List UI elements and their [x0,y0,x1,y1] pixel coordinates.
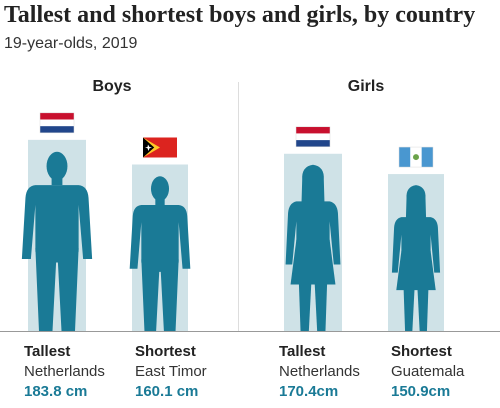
boy-silhouette [129,176,191,331]
caption-country: Guatemala [391,363,465,380]
caption-boys-tallest: Tallest Netherlands 183.8 cm [24,342,154,402]
chart-baseline [0,331,500,332]
panel-label-girls: Girls [347,78,385,95]
caption-country: Netherlands [279,363,360,380]
chart-title: Tallest and shortest boys and girls, by … [4,2,476,28]
girl-silhouette [285,164,341,331]
caption-value: 150.9cm [391,383,451,400]
caption-value: 183.8 cm [24,383,88,400]
girl-silhouette [391,185,441,331]
caption-boys-shortest: Shortest East Timor 160.1 cm [135,342,265,402]
caption-rank: Tallest [24,343,71,360]
caption-country: East Timor [135,363,207,380]
panel-divider [238,82,239,332]
netherlands-flag [39,112,75,134]
netherlands-flag [295,126,331,148]
chart-subtitle: 19-year-olds, 2019 [4,35,138,52]
caption-rank: Shortest [135,343,196,360]
guatemala-flag [398,146,434,168]
caption-value: 170.4cm [279,383,339,400]
panel-label-boys: Boys [92,78,132,95]
caption-girls-shortest: Shortest Guatemala 150.9cm [391,342,500,402]
caption-girls-tallest: Tallest Netherlands 170.4cm [279,342,409,402]
east-timor-flag [143,137,177,158]
boy-silhouette [21,151,93,332]
caption-rank: Tallest [279,343,326,360]
caption-country: Netherlands [24,363,105,380]
caption-value: 160.1 cm [135,383,199,400]
caption-rank: Shortest [391,343,452,360]
